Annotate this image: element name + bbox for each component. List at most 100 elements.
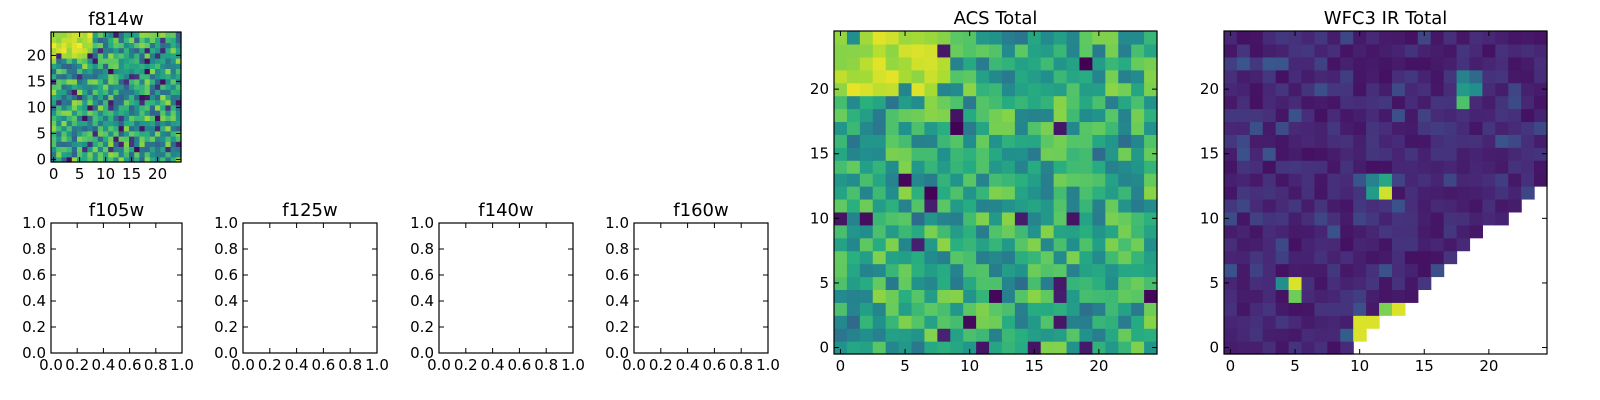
heatmap-cell	[834, 108, 848, 123]
heatmap-cell	[1379, 302, 1393, 316]
heatmap-cell	[872, 302, 887, 316]
heatmap-cell	[1249, 250, 1264, 265]
heatmap-cell	[1391, 263, 1406, 278]
heatmap-cell	[139, 78, 146, 85]
heatmap-cell	[82, 63, 88, 69]
heatmap-cell	[885, 31, 900, 45]
heatmap-cell	[118, 94, 125, 101]
heatmap-cell	[56, 125, 62, 132]
x-tick-label: 0.6	[311, 356, 335, 374]
heatmap-cell	[937, 289, 951, 303]
heatmap-cell	[859, 211, 874, 226]
heatmap-cell	[1040, 289, 1055, 303]
heatmap-cell	[155, 89, 161, 95]
heatmap-cell	[175, 73, 182, 80]
heatmap-cell	[97, 52, 104, 59]
heatmap-cell	[1014, 173, 1029, 187]
heatmap-cell	[1118, 224, 1132, 239]
y-tick-label: 0.4	[214, 292, 238, 310]
heatmap-cell	[123, 68, 130, 75]
heatmap-cell	[1456, 82, 1471, 97]
heatmap-cell	[1262, 173, 1277, 187]
heatmap-cell	[1469, 134, 1483, 148]
heatmap-cell	[1288, 328, 1303, 342]
heatmap-cell	[103, 136, 109, 142]
heatmap-cell	[108, 151, 114, 158]
heatmap-cell	[165, 120, 172, 127]
heatmap-cell	[1404, 31, 1419, 45]
heatmap-cell	[113, 94, 120, 101]
heatmap-cell	[1443, 173, 1458, 187]
heatmap-cell	[139, 63, 146, 69]
f160w-frame	[633, 222, 769, 354]
heatmap-cell	[1430, 263, 1445, 278]
heatmap-cell	[97, 37, 104, 43]
heatmap-cell	[1443, 250, 1458, 265]
heatmap-cell	[937, 147, 951, 161]
heatmap-cell	[123, 78, 130, 85]
heatmap-cell	[1053, 108, 1068, 123]
heatmap-cell	[77, 130, 83, 137]
heatmap-cell	[77, 84, 83, 90]
heatmap-cell	[113, 68, 120, 75]
heatmap-cell	[118, 99, 125, 106]
heatmap-cell	[1430, 173, 1445, 187]
y-tick-label: 0.2	[605, 318, 629, 336]
heatmap-cell	[834, 121, 848, 135]
heatmap-cell	[113, 151, 120, 158]
heatmap-cell	[834, 95, 848, 110]
heatmap-cell	[1340, 82, 1354, 97]
heatmap-cell	[175, 47, 182, 54]
heatmap-cell	[71, 99, 78, 106]
heatmap-cell	[87, 37, 94, 43]
heatmap-cell	[1262, 56, 1277, 71]
heatmap-cell	[123, 146, 130, 153]
heatmap-cell	[1521, 43, 1535, 58]
heatmap-cell	[1456, 224, 1471, 239]
heatmap-cell	[834, 237, 848, 252]
heatmap-cell	[1066, 108, 1081, 123]
heatmap-cell	[1379, 173, 1393, 187]
heatmap-cell	[834, 198, 848, 213]
heatmap-cell	[155, 68, 161, 75]
heatmap-cell	[175, 94, 182, 101]
heatmap-cell	[885, 173, 900, 187]
heatmap-cell	[1340, 211, 1354, 226]
heatmap-cell	[92, 84, 99, 90]
heatmap-cell	[56, 110, 62, 116]
heatmap-cell	[1508, 82, 1522, 97]
heatmap-cell	[139, 32, 146, 38]
heatmap-cell	[1430, 160, 1445, 174]
heatmap-cell	[1469, 95, 1483, 110]
heatmap-cell	[872, 198, 887, 213]
heatmap-cell	[170, 37, 177, 43]
heatmap-cell	[113, 42, 120, 49]
heatmap-cell	[97, 104, 104, 111]
heatmap-cell	[950, 147, 964, 161]
heatmap-cell	[1040, 56, 1055, 71]
heatmap-cell	[1053, 250, 1068, 265]
heatmap-cell	[87, 58, 94, 64]
heatmap-cell	[1236, 328, 1251, 342]
heatmap-cell	[1508, 43, 1522, 58]
y-tick-label: 0	[36, 150, 46, 168]
heatmap-cell	[170, 120, 177, 127]
heatmap-cell	[123, 110, 130, 116]
heatmap-cell	[989, 211, 1003, 226]
heatmap-cell	[1456, 198, 1471, 213]
heatmap-cell	[1288, 289, 1303, 303]
heatmap-cell	[103, 94, 109, 101]
heatmap-cell	[149, 63, 156, 69]
heatmap-cell	[134, 120, 140, 127]
heatmap-cell	[1534, 108, 1548, 123]
heatmap-cell	[1053, 147, 1068, 161]
heatmap-cell	[911, 224, 926, 239]
heatmap-cell	[950, 56, 964, 71]
heatmap-cell	[1144, 302, 1158, 316]
heatmap-cell	[51, 84, 57, 90]
heatmap-cell	[155, 78, 161, 85]
heatmap-cell	[1118, 160, 1132, 174]
heatmap-cell	[1275, 186, 1290, 200]
heatmap-cell	[103, 89, 109, 95]
heatmap-cell	[1417, 160, 1432, 174]
